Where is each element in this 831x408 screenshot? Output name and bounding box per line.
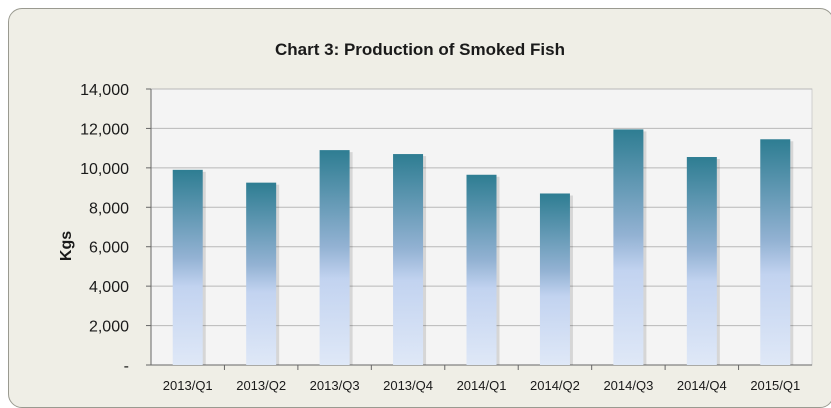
bar bbox=[760, 139, 791, 365]
x-tick-label: 2014/Q3 bbox=[603, 378, 653, 393]
y-axis-label: Kgs bbox=[58, 231, 75, 261]
x-tick-label: 2013/Q3 bbox=[310, 378, 360, 393]
y-tick-label: 12,000 bbox=[80, 121, 129, 138]
x-tick-label: 2013/Q4 bbox=[383, 378, 433, 393]
x-tick-label: 2014/Q2 bbox=[530, 378, 580, 393]
bar bbox=[539, 193, 570, 365]
y-tick-label: 4,000 bbox=[89, 279, 129, 296]
bar bbox=[246, 182, 277, 365]
x-tick-label: 2013/Q1 bbox=[163, 378, 213, 393]
bar bbox=[686, 157, 717, 365]
x-tick-label: 2014/Q1 bbox=[457, 378, 507, 393]
y-tick-label: 2,000 bbox=[89, 319, 129, 336]
bar bbox=[466, 174, 497, 365]
y-tick-label: 10,000 bbox=[80, 161, 129, 178]
x-tick-label: 2015/Q1 bbox=[750, 378, 800, 393]
x-tick-label: 2014/Q4 bbox=[677, 378, 727, 393]
y-tick-label: 6,000 bbox=[89, 240, 129, 257]
y-tick-label: - bbox=[124, 358, 129, 375]
chart-title: Chart 3: Production of Smoked Fish bbox=[275, 40, 565, 59]
plot-area: - 2,000 4,000 6,000 8,000 10,000 12,000 14,000 2… bbox=[80, 82, 813, 393]
y-tick-label: 8,000 bbox=[89, 200, 129, 217]
bar bbox=[319, 150, 350, 365]
y-tick-label: 14,000 bbox=[80, 82, 129, 99]
bar bbox=[172, 169, 203, 365]
bar bbox=[613, 129, 644, 365]
bar bbox=[393, 154, 424, 365]
x-tick-label: 2013/Q2 bbox=[236, 378, 286, 393]
